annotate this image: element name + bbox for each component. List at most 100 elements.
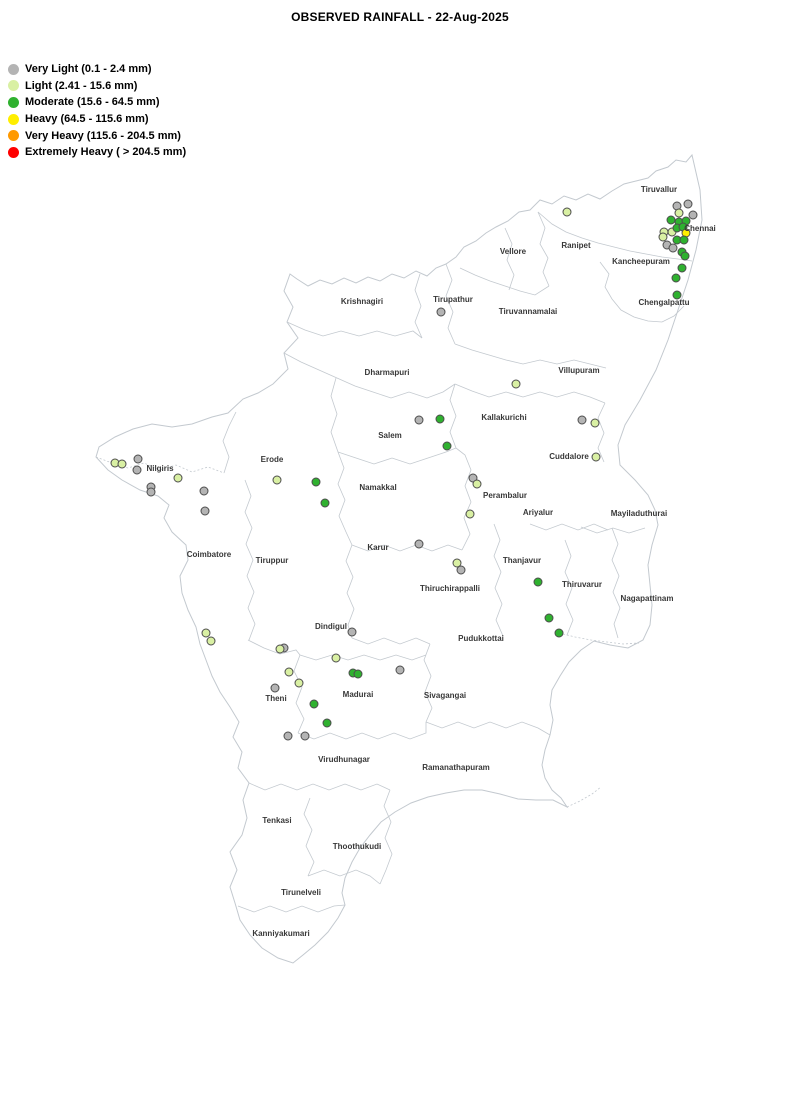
rainfall-station-dot-moderate xyxy=(666,215,676,225)
legend-item-moderate: Moderate (15.6 - 64.5 mm) xyxy=(8,94,186,111)
district-boundary xyxy=(222,411,237,474)
rainfall-station-dot-light xyxy=(658,232,668,242)
district-boundary xyxy=(345,544,355,639)
rainfall-station-dot-light xyxy=(452,558,462,568)
rainfall-station-dot-light xyxy=(272,475,282,485)
rainfall-station-dot-moderate xyxy=(554,628,564,638)
rainfall-station-dot-light xyxy=(472,479,482,489)
page-title: OBSERVED RAINFALL - 22-Aug-2025 xyxy=(291,10,509,24)
legend-item-very_light: Very Light (0.1 - 2.4 mm) xyxy=(8,61,186,78)
district-boundary xyxy=(504,227,515,291)
rainfall-station-dot-moderate xyxy=(322,718,332,728)
district-boundary xyxy=(299,654,427,661)
rainfall-station-dot-moderate xyxy=(309,699,319,709)
district-label: Villupuram xyxy=(558,366,599,375)
rainfall-station-dot-light xyxy=(206,636,216,646)
district-label: Tiruvallur xyxy=(641,185,677,194)
district-label: Thiruvarur xyxy=(562,580,602,589)
rainfall-station-dot-moderate xyxy=(680,251,690,261)
district-label: Virudhunagar xyxy=(318,755,370,764)
rainfall-station-dot-very_light xyxy=(132,465,142,475)
district-label: Sivagangai xyxy=(424,691,466,700)
legend-swatch-moderate xyxy=(8,96,19,108)
district-boundary xyxy=(307,869,381,885)
rainfall-station-dot-very_light xyxy=(200,506,210,516)
district-label: Tirunelveli xyxy=(281,888,321,897)
district-label: Ariyalur xyxy=(523,508,553,517)
district-boundary xyxy=(599,261,685,323)
legend-swatch-extremely_heavy xyxy=(8,146,19,158)
rainfall-station-dot-very_light xyxy=(668,243,678,253)
rainfall-station-dot-moderate xyxy=(671,273,681,283)
district-label: Salem xyxy=(378,431,402,440)
district-boundary xyxy=(558,632,640,645)
district-boundary xyxy=(330,377,339,453)
district-boundary xyxy=(459,267,550,296)
district-label: Pudukkottai xyxy=(458,634,504,643)
rainfall-station-dot-moderate xyxy=(320,498,330,508)
district-boundary xyxy=(493,523,504,637)
district-boundary xyxy=(247,639,301,656)
rainfall-station-dot-light xyxy=(275,644,285,654)
district-label: Kancheepuram xyxy=(612,257,670,266)
district-boundary xyxy=(580,526,646,534)
rainfall-station-dot-very_light xyxy=(270,683,280,693)
district-label: Erode xyxy=(261,455,284,464)
district-boundary xyxy=(414,273,423,339)
district-label: Chennai xyxy=(684,224,716,233)
district-label: Ranipet xyxy=(561,241,591,250)
district-label: Vellore xyxy=(500,247,527,256)
district-label: Nagapattinam xyxy=(621,594,674,603)
rainfall-station-dot-light xyxy=(331,653,341,663)
rainfall-station-dot-light xyxy=(591,452,601,462)
legend-swatch-very_light xyxy=(8,63,19,75)
rainfall-station-dot-moderate xyxy=(544,613,554,623)
legend-item-very_heavy: Very Heavy (115.6 - 204.5 mm) xyxy=(8,127,186,144)
district-boundary xyxy=(237,904,346,913)
district-boundary xyxy=(379,789,393,885)
district-label: Nilgiris xyxy=(146,464,174,473)
rainfall-station-dot-moderate xyxy=(435,414,445,424)
district-boundary xyxy=(537,211,693,262)
district-boundary xyxy=(351,637,431,645)
district-boundary xyxy=(425,721,551,736)
legend-swatch-light xyxy=(8,80,19,92)
district-boundary xyxy=(454,343,607,369)
district-label: Madurai xyxy=(343,690,374,699)
rainfall-station-dot-very_light xyxy=(133,454,143,464)
district-boundary xyxy=(454,383,606,404)
rainfall-station-dot-very_light xyxy=(577,415,587,425)
district-boundary xyxy=(244,479,256,641)
district-label: Coimbatore xyxy=(187,550,232,559)
legend-item-heavy: Heavy (64.5 - 115.6 mm) xyxy=(8,111,186,128)
rainfall-station-dot-light xyxy=(284,667,294,677)
rainfall-station-dot-light xyxy=(201,628,211,638)
rainfall-station-dot-light xyxy=(294,678,304,688)
legend-item-extremely_heavy: Extremely Heavy ( > 204.5 mm) xyxy=(8,144,186,161)
district-label: Perambalur xyxy=(483,491,527,500)
district-label: Dindigul xyxy=(315,622,347,631)
rainfall-station-dot-moderate xyxy=(672,290,682,300)
rainfall-station-dot-light xyxy=(590,418,600,428)
district-boundary xyxy=(337,451,353,546)
rainfall-station-dot-very_light xyxy=(300,731,310,741)
district-label: Karur xyxy=(367,543,388,552)
rainfall-station-dot-very_light xyxy=(347,627,357,637)
rainfall-station-dot-moderate xyxy=(679,235,689,245)
district-boundary xyxy=(564,539,574,636)
rainfall-station-dot-very_light xyxy=(688,210,698,220)
district-boundary xyxy=(297,722,427,740)
district-boundary xyxy=(351,544,463,552)
rainfall-station-dot-light xyxy=(674,208,684,218)
district-boundary xyxy=(611,527,621,639)
state-outline xyxy=(95,153,703,964)
legend-label: Very Heavy (115.6 - 204.5 mm) xyxy=(25,129,181,142)
rainfall-station-dot-light xyxy=(465,509,475,519)
district-label: Kanniyakumari xyxy=(252,929,309,938)
legend-label: Very Light (0.1 - 2.4 mm) xyxy=(25,63,152,76)
district-label: Krishnagiri xyxy=(341,297,383,306)
district-boundary xyxy=(566,786,602,808)
district-boundary xyxy=(597,402,606,463)
